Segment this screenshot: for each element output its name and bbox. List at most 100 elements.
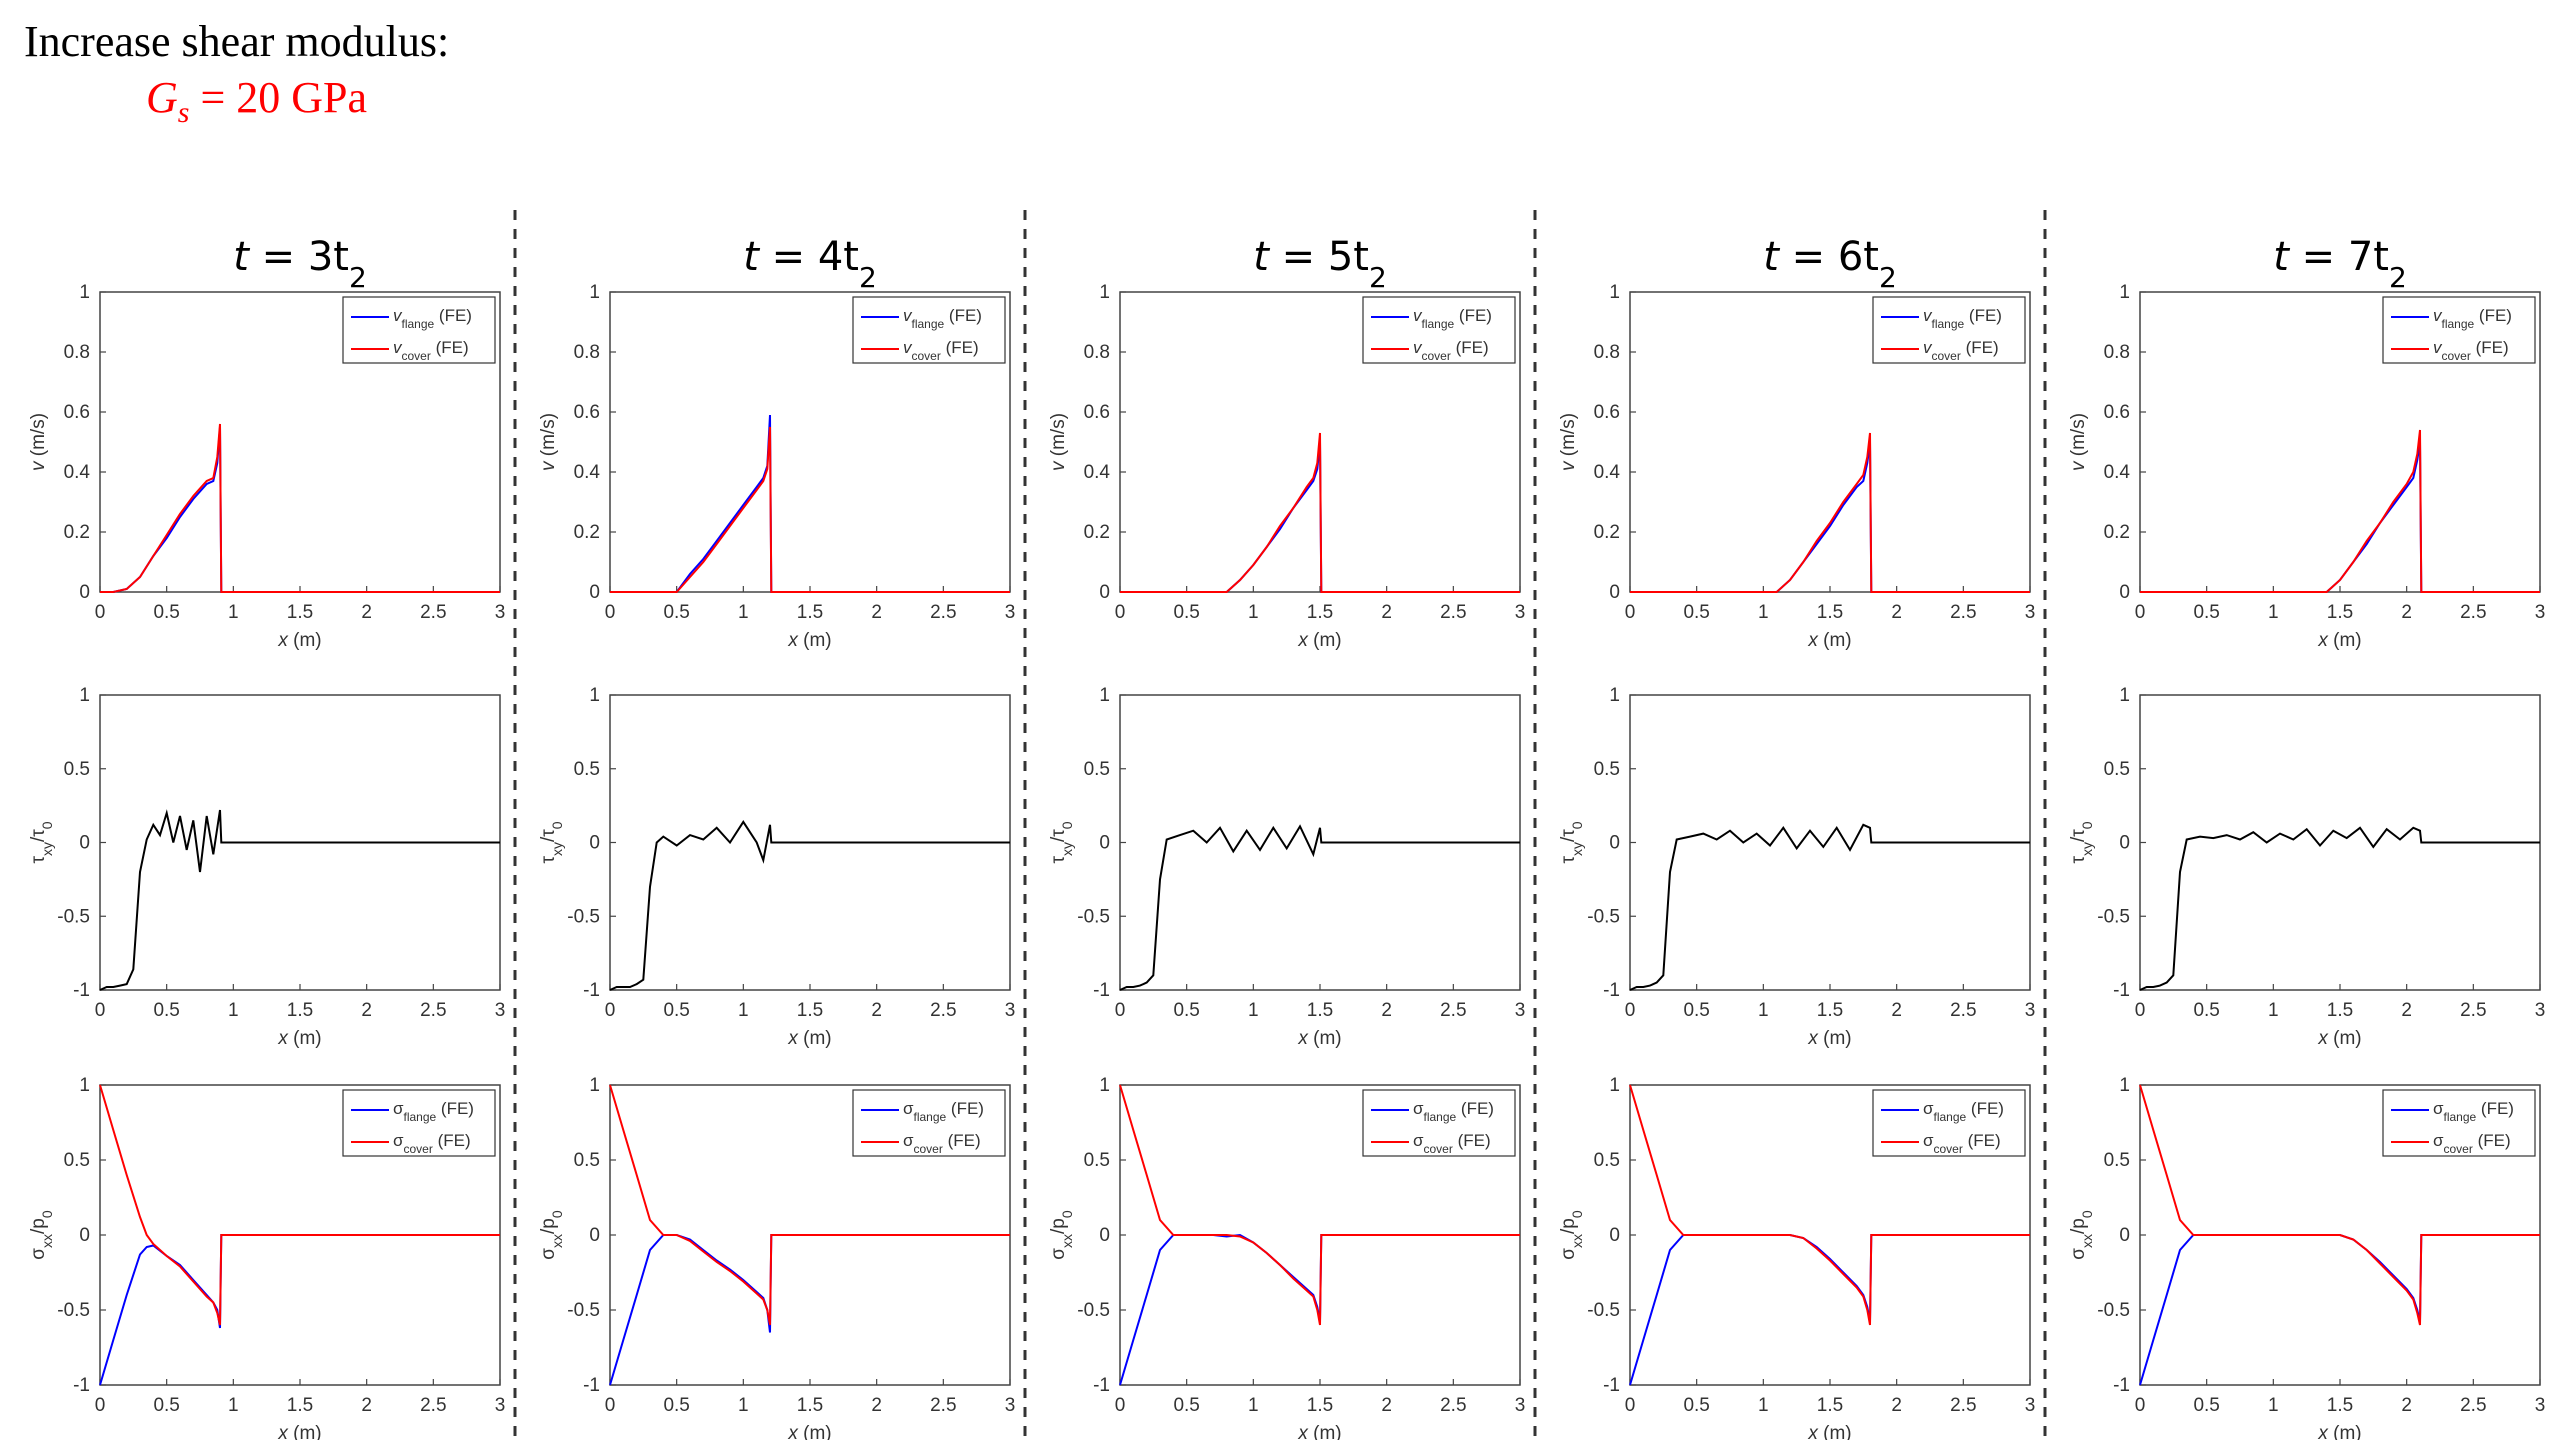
normal-panel-4-xtick-label: 1.5 [1817, 1395, 1843, 1416]
velocity-panel-2-xtick-label: 1.5 [797, 602, 823, 623]
velocity-panel-3-legend-label-cover: vcover (FE) [1413, 338, 1489, 363]
normal-panel-3-xtick-label: 3 [1515, 1395, 1526, 1416]
normal-panel-4-ytick-label: 1 [1609, 1075, 1620, 1096]
normal-panel-4-xtick-label: 0 [1625, 1395, 1636, 1416]
shear-panel-2-ytick-label: 0.5 [574, 759, 600, 780]
shear-panel-2-xtick-label: 0 [605, 1000, 616, 1021]
velocity-panel-4-xtick-label: 1 [1758, 602, 1769, 623]
shear-panel-2-ytick-label: 0 [589, 833, 600, 854]
velocity-panel-1-ytick-label: 0 [79, 582, 90, 603]
velocity-panel-1-xtick-label: 3 [495, 602, 506, 623]
normal-panel-4-ytick-label: 0 [1609, 1225, 1620, 1246]
velocity-panel-1-ytick-label: 0.2 [64, 522, 90, 543]
normal-panel-5-xtick-label: 1 [2268, 1395, 2279, 1416]
normal-panel-3-ylabel: σxx/p0 [1048, 1210, 1075, 1260]
shear-panel-4-xtick-label: 0 [1625, 1000, 1636, 1021]
velocity-panel-5-xlabel: x (m) [2317, 630, 2361, 651]
velocity-panel-2-legend [852, 296, 1006, 364]
normal-panel-4-xtick-label: 0.5 [1683, 1395, 1709, 1416]
velocity-panel-1-xtick-label: 0 [95, 602, 106, 623]
velocity-panel-2-ytick-label: 0 [589, 582, 600, 603]
shear-panel-1-ytick-label: 0 [79, 833, 90, 854]
normal-panel-1-xtick-label: 0 [95, 1395, 106, 1416]
velocity-panel-5-xtick-label: 1 [2268, 602, 2279, 623]
velocity-panel-2-legend-label-cover: vcover (FE) [903, 338, 979, 363]
normal-panel-2-xtick-label: 2.5 [930, 1395, 956, 1416]
normal-panel-3-ytick-label: 1 [1099, 1075, 1110, 1096]
normal-panel-4-xtick-label: 3 [2025, 1395, 2036, 1416]
velocity-panel-4-xtick-label: 2 [1891, 602, 1902, 623]
shear-panel-1-xtick-label: 0.5 [153, 1000, 179, 1021]
velocity-panel-1-ytick-label: 0.4 [64, 462, 91, 483]
shear-panel-5-ytick-label: 1 [2119, 685, 2130, 706]
normal-panel-3-xtick-label: 0 [1115, 1395, 1126, 1416]
normal-panel-5-ytick-label: -0.5 [2097, 1300, 2130, 1321]
shear-panel-4-ytick-label: 0 [1609, 833, 1620, 854]
velocity-panel-3-ylabel: v (m/s) [1048, 413, 1069, 471]
shear-panel-4-xtick-label: 3 [2025, 1000, 2036, 1021]
normal-panel-4-ytick-label: 0.5 [1594, 1150, 1620, 1171]
shear-panel-3-xlabel: x (m) [1297, 1028, 1341, 1049]
normal-panel-5-xlabel: x (m) [2317, 1423, 2361, 1440]
normal-panel-5-xtick-label: 3 [2535, 1395, 2546, 1416]
velocity-panel-3-xtick-label: 0.5 [1173, 602, 1199, 623]
normal-panel-2-xtick-label: 3 [1005, 1395, 1016, 1416]
velocity-panel-3-ytick-label: 0.6 [1084, 402, 1110, 423]
velocity-panel-5-xtick-label: 1.5 [2327, 602, 2353, 623]
shear-panel-5-ylabel: τxy/τ0 [2068, 821, 2095, 863]
velocity-panel-4-xlabel: x (m) [1807, 630, 1851, 651]
column-title-5: t = 7t2 [2273, 234, 2407, 294]
normal-panel-2-ytick-label: 0.5 [574, 1150, 600, 1171]
shear-panel-3-ylabel: τxy/τ0 [1048, 821, 1075, 863]
velocity-panel-2-xtick-label: 0 [605, 602, 616, 623]
shear-panel-2-ytick-label: 1 [589, 685, 600, 706]
shear-panel-1-xtick-label: 3 [495, 1000, 506, 1021]
shear-panel-4-ylabel: τxy/τ0 [1558, 821, 1585, 863]
velocity-panel-3-ytick-label: 0.8 [1084, 342, 1110, 363]
velocity-panel-3-xtick-label: 2.5 [1440, 602, 1466, 623]
column-title-4: t = 6t2 [1763, 234, 1897, 294]
normal-panel-5-xtick-label: 2.5 [2460, 1395, 2486, 1416]
velocity-panel-5-xtick-label: 3 [2535, 602, 2546, 623]
normal-panel-2-ytick-label: -0.5 [567, 1300, 600, 1321]
normal-panel-3-ytick-label: 0.5 [1084, 1150, 1110, 1171]
normal-panel-3-ytick-label: -0.5 [1077, 1300, 1110, 1321]
velocity-panel-2-xtick-label: 0.5 [663, 602, 689, 623]
shear-panel-5-xtick-label: 1.5 [2327, 1000, 2353, 1021]
normal-panel-3-legend-label-flange: σflange (FE) [1413, 1099, 1494, 1124]
velocity-panel-5-legend [2382, 296, 2536, 364]
normal-panel-2-xtick-label: 2 [871, 1395, 882, 1416]
heading-parameter: Gs = 20 GPa [146, 70, 449, 141]
velocity-panel-3-legend [1362, 296, 1516, 364]
normal-panel-4-ytick-label: -0.5 [1587, 1300, 1620, 1321]
normal-panel-5-xtick-label: 1.5 [2327, 1395, 2353, 1416]
velocity-panel-1-ytick-label: 1 [79, 282, 90, 303]
shear-panel-4-xtick-label: 2 [1891, 1000, 1902, 1021]
shear-panel-2-xtick-label: 2.5 [930, 1000, 956, 1021]
shear-panel-1-series-tau [99, 809, 500, 991]
normal-panel-3-ytick-label: 0 [1099, 1225, 1110, 1246]
shear-panel-1-xtick-label: 1.5 [287, 1000, 313, 1021]
shear-panel-4-series-tau [1629, 823, 2030, 991]
velocity-panel-3-series-cover [1120, 432, 1520, 593]
velocity-panel-5-ytick-label: 0.2 [2104, 522, 2130, 543]
normal-panel-3-xtick-label: 2.5 [1440, 1395, 1466, 1416]
shear-panel-5-xtick-label: 0.5 [2193, 1000, 2219, 1021]
velocity-panel-4-ytick-label: 0.6 [1594, 402, 1620, 423]
shear-panel-1-xtick-label: 2.5 [420, 1000, 446, 1021]
shear-panel-4-ytick-label: 1 [1609, 685, 1620, 706]
normal-panel-2-ytick-label: 0 [589, 1225, 600, 1246]
shear-panel-4-xtick-label: 2.5 [1950, 1000, 1976, 1021]
velocity-panel-1-xtick-label: 1 [228, 602, 239, 623]
velocity-panel-3-legend-label-flange: vflange (FE) [1413, 306, 1492, 331]
shear-panel-1-xlabel: x (m) [277, 1028, 321, 1049]
velocity-panel-2-xtick-label: 3 [1005, 602, 1016, 623]
shear-panel-3-xtick-label: 1.5 [1307, 1000, 1333, 1021]
normal-panel-2-ytick-label: -1 [583, 1375, 600, 1396]
shear-panel-3-ytick-label: 0.5 [1084, 759, 1110, 780]
shear-panel-4-ytick-label: -1 [1603, 980, 1620, 1001]
shear-panel-5-xlabel: x (m) [2317, 1028, 2361, 1049]
velocity-panel-1-legend [342, 296, 496, 364]
velocity-panel-5-ytick-label: 0 [2119, 582, 2130, 603]
normal-panel-3-xtick-label: 2 [1381, 1395, 1392, 1416]
